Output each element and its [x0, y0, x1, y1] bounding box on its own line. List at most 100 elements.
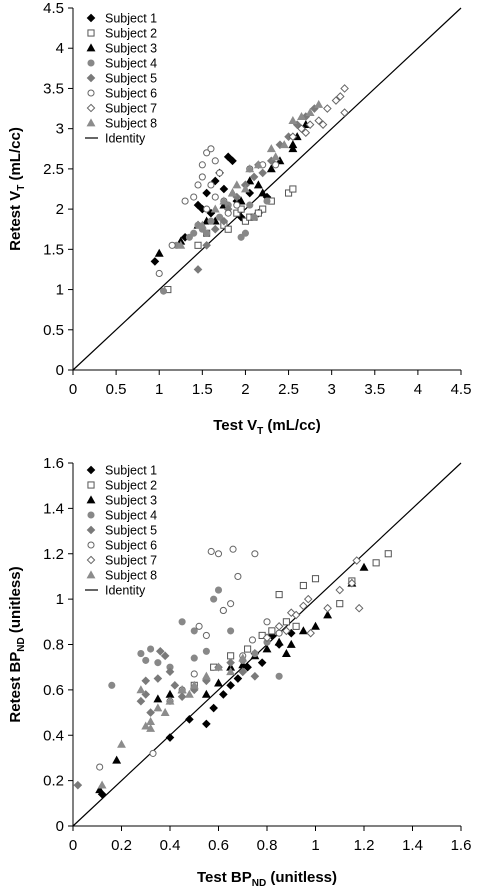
legend-marker: [86, 73, 96, 83]
legend-label: Subject 5: [105, 524, 157, 538]
data-point: [189, 680, 199, 689]
data-point: [305, 107, 315, 116]
data-point: [303, 594, 313, 604]
data-point: [227, 627, 235, 635]
data-point: [224, 225, 232, 233]
data-point: [210, 595, 218, 603]
data-point: [219, 216, 229, 226]
data-point: [311, 621, 320, 630]
data-point: [153, 694, 163, 703]
data-point: [354, 603, 364, 613]
data-point: [233, 209, 241, 217]
data-point: [112, 755, 122, 764]
x-tick-label: 2.5: [278, 381, 299, 398]
data-point: [160, 707, 170, 716]
data-point: [244, 645, 252, 653]
data-point: [176, 240, 186, 249]
x-axis-title-sub: T: [257, 426, 263, 437]
data-point: [207, 181, 215, 189]
data-point: [288, 140, 298, 149]
data-point: [193, 265, 203, 274]
data-point: [288, 115, 298, 125]
x-axis-title-main: Test V: [213, 417, 257, 434]
data-point: [214, 678, 223, 687]
data-point: [272, 161, 280, 169]
data-point: [154, 659, 162, 667]
data-point: [142, 656, 150, 664]
data-point: [165, 689, 175, 698]
data-point: [257, 658, 267, 667]
series-6: [96, 545, 283, 771]
data-point: [292, 622, 300, 630]
legend-label-identity: Identity: [105, 132, 146, 146]
data-point: [299, 601, 308, 611]
series-4: [159, 197, 271, 295]
data-point: [159, 287, 168, 295]
data-point: [96, 763, 104, 771]
data-point: [240, 184, 250, 193]
legend-marker: [87, 511, 95, 519]
x-tick-label: 0: [69, 381, 77, 398]
data-point: [190, 193, 198, 201]
data-point: [185, 233, 193, 241]
legend-marker: [86, 103, 96, 113]
y-tick-label: 0.5: [43, 322, 64, 339]
x-axis-title-rest: (unitless): [266, 869, 337, 886]
x-tick-label: 0: [69, 837, 77, 854]
data-point: [263, 618, 271, 626]
data-point: [155, 646, 165, 656]
data-point: [154, 248, 164, 257]
y-tick-label: 3.5: [43, 80, 64, 97]
data-point: [229, 545, 237, 553]
data-point: [219, 690, 228, 699]
data-point: [251, 550, 259, 558]
data-point: [165, 696, 175, 705]
data-point: [210, 204, 220, 213]
data-point: [193, 200, 203, 210]
data-point: [211, 157, 219, 165]
y-tick-label: 0: [56, 818, 64, 835]
data-point: [211, 193, 219, 201]
data-point: [266, 164, 276, 173]
data-point: [258, 188, 268, 197]
legend-label: Subject 1: [105, 12, 157, 26]
legend-marker: [86, 118, 96, 127]
data-point: [227, 652, 235, 660]
data-point: [210, 224, 220, 234]
data-point: [241, 217, 250, 225]
data-point: [223, 152, 233, 162]
data-point: [165, 667, 175, 677]
legend-marker: [86, 525, 96, 535]
data-point: [201, 689, 211, 698]
data-point: [232, 180, 242, 189]
data-point: [254, 209, 262, 217]
data-point: [202, 241, 211, 250]
data-point: [250, 213, 258, 221]
data-point: [275, 591, 283, 599]
data-point: [305, 120, 315, 129]
data-point: [268, 627, 276, 635]
x-tick-label: 4: [414, 381, 422, 398]
x-tick-label: 1.2: [354, 837, 375, 854]
data-point: [279, 140, 289, 149]
data-point: [141, 676, 151, 686]
data-point: [275, 156, 285, 165]
data-point: [250, 671, 260, 681]
data-point: [150, 257, 160, 266]
y-tick-label: 0.2: [43, 773, 64, 790]
data-point: [289, 185, 297, 193]
data-point: [274, 622, 284, 631]
y-tick-label: 2.5: [43, 161, 64, 178]
data-point: [214, 662, 223, 671]
data-point: [233, 201, 241, 209]
data-point: [190, 654, 198, 662]
data-point: [236, 196, 246, 205]
legend-label: Subject 6: [105, 539, 157, 553]
chart-1: 0 0.5 1 1.5 2 2.5 3 3.5 4 4.5 0 0.5 1 1.5 2 2.5 3 3.5 4 4.5…: [7, 0, 471, 437]
series-5: [193, 104, 319, 274]
legend-label: Subject 5: [105, 72, 157, 86]
data-point: [185, 715, 194, 724]
x-tick-label: 0.4: [160, 837, 181, 854]
data-point: [314, 116, 324, 125]
